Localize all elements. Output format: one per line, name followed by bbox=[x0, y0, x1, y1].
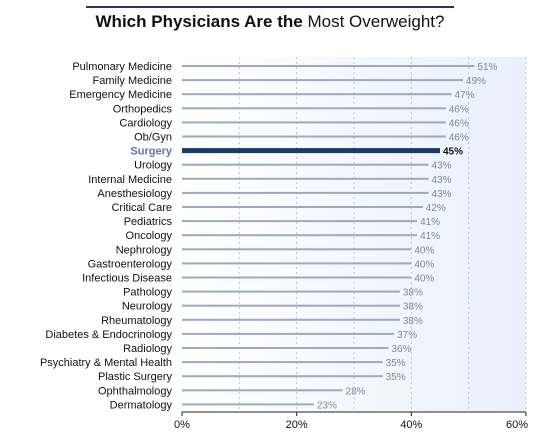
value-label: 47% bbox=[454, 90, 474, 101]
value-label: 40% bbox=[414, 245, 434, 256]
x-tick-label: 40% bbox=[400, 419, 422, 431]
category-label: Infectious Disease bbox=[82, 273, 172, 285]
bar bbox=[182, 93, 452, 96]
category-label: Gastroenterology bbox=[88, 258, 173, 270]
x-axis: 0% 20% 40% 60% bbox=[174, 411, 528, 431]
bar bbox=[182, 375, 383, 378]
bar bbox=[182, 332, 395, 335]
x-tick-label: 20% bbox=[286, 419, 308, 431]
category-label: Pulmonary Medicine bbox=[72, 61, 172, 73]
category-label: Emergency Medicine bbox=[69, 89, 172, 101]
grid-lines bbox=[238, 57, 527, 412]
bar bbox=[182, 65, 475, 67]
value-label: 23% bbox=[317, 400, 337, 411]
category-label: Ophthalmology bbox=[98, 385, 172, 397]
chart-title-regular: Most Overweight? bbox=[307, 12, 445, 31]
value-label: 45% bbox=[443, 147, 463, 158]
value-label: 36% bbox=[391, 344, 411, 355]
value-label: 37% bbox=[397, 330, 417, 341]
value-label: 35% bbox=[386, 358, 406, 369]
category-label: Pediatrics bbox=[124, 216, 173, 228]
value-label: 38% bbox=[403, 288, 423, 299]
category-label: Rheumatology bbox=[101, 315, 172, 327]
value-label: 51% bbox=[477, 62, 497, 73]
bar bbox=[182, 191, 429, 194]
category-label: Family Medicine bbox=[93, 75, 172, 87]
bar bbox=[182, 389, 343, 392]
category-label: Ob/Gyn bbox=[134, 132, 172, 144]
x-tick-label: 60% bbox=[506, 419, 528, 431]
value-label: 38% bbox=[403, 302, 423, 313]
value-label: 46% bbox=[449, 118, 469, 129]
category-labels: Pulmonary Medicine Family Medicine Emergen… bbox=[40, 61, 173, 411]
category-label: Surgery bbox=[130, 146, 172, 158]
bar bbox=[182, 262, 412, 265]
value-label: 49% bbox=[466, 76, 486, 87]
value-label: 46% bbox=[449, 133, 469, 144]
category-label: Anesthesiology bbox=[97, 188, 172, 200]
bars bbox=[182, 65, 475, 406]
bar bbox=[182, 347, 389, 349]
value-label: 43% bbox=[432, 175, 452, 186]
category-label: Psychiatry & Mental Health bbox=[40, 357, 172, 369]
value-label: 38% bbox=[403, 316, 423, 327]
bar bbox=[182, 148, 440, 154]
value-label: 46% bbox=[449, 104, 469, 115]
bar bbox=[182, 403, 314, 406]
category-label: Pathology bbox=[123, 287, 172, 299]
category-label: Orthopedics bbox=[113, 103, 173, 115]
bar bbox=[182, 290, 400, 293]
value-label: 28% bbox=[346, 386, 366, 397]
category-label: Radiology bbox=[123, 343, 172, 355]
category-label: Plastic Surgery bbox=[98, 371, 172, 383]
value-label: 35% bbox=[386, 372, 406, 383]
value-label: 40% bbox=[414, 259, 434, 270]
title-block: Which Physicians Are the Most Overweight… bbox=[86, 6, 454, 32]
bar bbox=[182, 135, 446, 138]
bar bbox=[182, 304, 400, 307]
bar bbox=[182, 121, 446, 124]
value-label: 40% bbox=[414, 274, 434, 285]
bar bbox=[182, 318, 400, 321]
bar bbox=[182, 234, 418, 237]
value-label: 41% bbox=[420, 217, 440, 228]
bar bbox=[182, 361, 383, 364]
value-label: 41% bbox=[420, 231, 440, 242]
category-label: Nephrology bbox=[116, 244, 173, 256]
category-label: Oncology bbox=[126, 230, 173, 242]
value-label: 42% bbox=[426, 203, 446, 214]
bar bbox=[182, 177, 429, 180]
bar bbox=[182, 206, 423, 208]
category-label: Internal Medicine bbox=[88, 174, 172, 186]
category-label: Urology bbox=[134, 160, 172, 172]
bar bbox=[182, 163, 429, 166]
bar bbox=[182, 79, 463, 82]
value-label: 43% bbox=[432, 189, 452, 200]
category-label: Diabetes & Endocrinology bbox=[45, 329, 172, 341]
chart-title-bold: Which Physicians Are the bbox=[95, 12, 303, 31]
chart-title: Which Physicians Are the Most Overweight… bbox=[86, 12, 454, 32]
x-tick-label: 0% bbox=[174, 419, 190, 431]
value-labels: 51% 49% 47% 46% 46% 46% 45% 43% 43% 43% 42% 41% 41% 4… bbox=[317, 62, 498, 411]
bar bbox=[182, 107, 446, 110]
value-label: 43% bbox=[432, 161, 452, 172]
bar bbox=[182, 220, 418, 223]
category-label: Dermatology bbox=[110, 399, 173, 411]
category-label: Neurology bbox=[122, 301, 173, 313]
category-label: Cardiology bbox=[119, 117, 172, 129]
bar bbox=[182, 248, 412, 251]
bar bbox=[182, 276, 412, 279]
category-label: Critical Care bbox=[111, 202, 172, 214]
title-rule bbox=[86, 6, 454, 8]
